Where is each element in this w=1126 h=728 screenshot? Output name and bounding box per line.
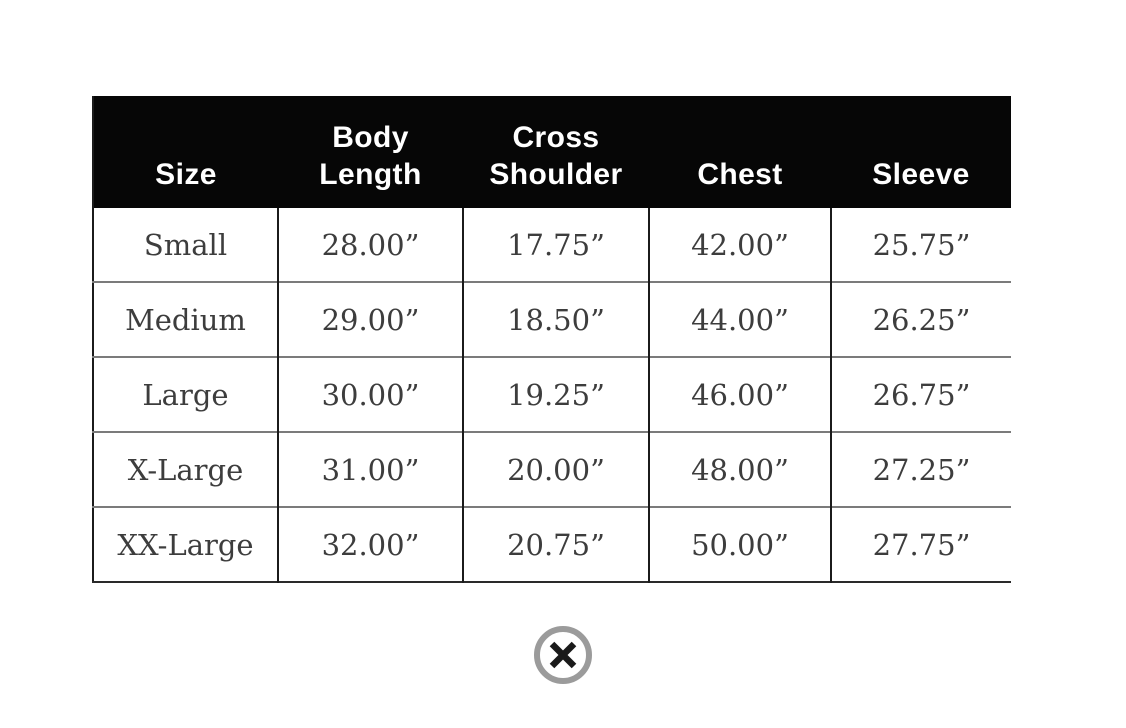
cell-body-length: 32.00”	[278, 506, 464, 582]
column-header-chest: Chest	[649, 96, 831, 208]
cell-chest: 44.00”	[649, 281, 832, 357]
cell-size: X-Large	[93, 431, 279, 507]
close-button[interactable]	[533, 625, 593, 685]
cell-size: Large	[93, 356, 279, 432]
column-header-body-length: Body Length	[278, 96, 463, 208]
cell-sleeve: 26.25”	[831, 281, 1011, 357]
cell-cross-shoulder: 18.50”	[463, 281, 650, 357]
header-line: Sleeve	[872, 158, 970, 191]
cell-sleeve: 27.75”	[831, 506, 1011, 582]
cell-chest: 46.00”	[649, 356, 832, 432]
header-line: Body	[332, 121, 409, 154]
cell-cross-shoulder: 20.75”	[463, 506, 650, 582]
cell-body-length: 29.00”	[278, 281, 464, 357]
column-header-cross-shoulder: Cross Shoulder	[463, 96, 649, 208]
cell-body-length: 31.00”	[278, 431, 464, 507]
size-chart-table: Size Body Length Cross Shoulder Chest Sl…	[92, 96, 1011, 583]
header-line: Shoulder	[489, 158, 623, 191]
column-header-sleeve: Sleeve	[831, 96, 1011, 208]
header-line: Cross	[512, 121, 600, 154]
cell-body-length: 30.00”	[278, 356, 464, 432]
cell-sleeve: 27.25”	[831, 431, 1011, 507]
cell-cross-shoulder: 17.75”	[463, 208, 650, 282]
column-header-size: Size	[93, 96, 278, 208]
cell-chest: 42.00”	[649, 208, 832, 282]
header-line: Length	[319, 158, 422, 191]
table-row-xx-large: XX-Large 32.00” 20.75” 50.00” 27.75”	[93, 506, 1011, 582]
cell-sleeve: 25.75”	[831, 208, 1011, 282]
size-chart: Size Body Length Cross Shoulder Chest Sl…	[92, 96, 1011, 583]
x-circle-icon	[533, 625, 593, 685]
header-row: Size Body Length Cross Shoulder Chest Sl…	[93, 96, 1011, 208]
cell-size: XX-Large	[93, 506, 279, 582]
cell-sleeve: 26.75”	[831, 356, 1011, 432]
table-row-small: Small 28.00” 17.75” 42.00” 25.75”	[93, 208, 1011, 282]
header-line: Size	[155, 158, 217, 191]
table-row-x-large: X-Large 31.00” 20.00” 48.00” 27.25”	[93, 431, 1011, 507]
cell-chest: 50.00”	[649, 506, 832, 582]
cell-cross-shoulder: 20.00”	[463, 431, 650, 507]
header-line: Chest	[697, 158, 783, 191]
cell-size: Small	[93, 208, 279, 282]
table-row-large: Large 30.00” 19.25” 46.00” 26.75”	[93, 356, 1011, 432]
cell-cross-shoulder: 19.25”	[463, 356, 650, 432]
cell-chest: 48.00”	[649, 431, 832, 507]
cell-size: Medium	[93, 281, 279, 357]
table-row-medium: Medium 29.00” 18.50” 44.00” 26.25”	[93, 281, 1011, 357]
cell-body-length: 28.00”	[278, 208, 464, 282]
